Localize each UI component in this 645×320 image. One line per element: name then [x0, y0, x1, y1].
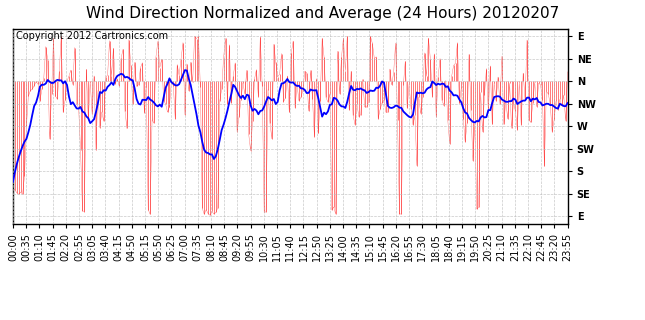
Text: Wind Direction Normalized and Average (24 Hours) 20120207: Wind Direction Normalized and Average (2…: [86, 6, 559, 21]
Text: Copyright 2012 Cartronics.com: Copyright 2012 Cartronics.com: [15, 31, 168, 41]
